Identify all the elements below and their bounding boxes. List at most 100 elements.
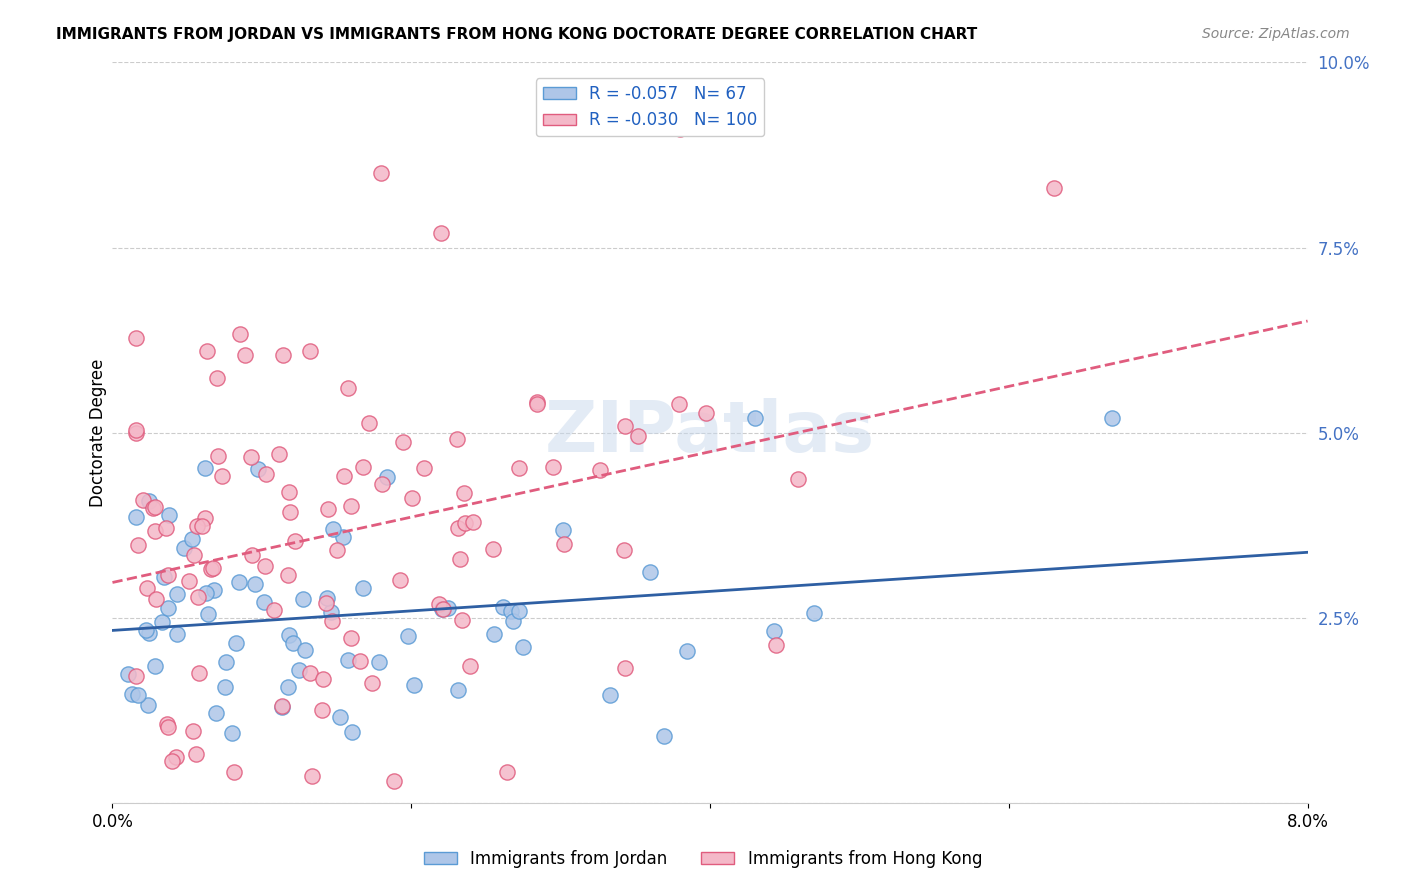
Immigrants from Hong Kong xyxy=(526,394,548,409)
Immigrants from Jordan xyxy=(125,510,148,524)
Immigrants from Hong Kong xyxy=(191,519,214,533)
Immigrants from Jordan xyxy=(638,565,661,579)
Immigrants from Jordan xyxy=(512,640,534,654)
Immigrants from Hong Kong xyxy=(668,397,690,411)
Immigrants from Hong Kong xyxy=(392,435,415,450)
Immigrants from Hong Kong xyxy=(614,660,637,674)
Immigrants from Jordan xyxy=(436,600,458,615)
Immigrants from Jordan xyxy=(173,541,195,556)
Immigrants from Hong Kong xyxy=(125,423,148,437)
Immigrants from Hong Kong xyxy=(254,467,277,481)
Immigrants from Hong Kong xyxy=(254,558,277,573)
Immigrants from Hong Kong xyxy=(318,501,340,516)
Immigrants from Hong Kong xyxy=(155,521,177,535)
Immigrants from Jordan xyxy=(138,626,160,640)
Immigrants from Jordan xyxy=(332,530,354,544)
Immigrants from Jordan xyxy=(181,533,204,547)
Immigrants from Hong Kong xyxy=(160,754,183,768)
Immigrants from Hong Kong xyxy=(145,591,167,606)
Immigrants from Hong Kong xyxy=(270,698,292,713)
Immigrants from Jordan xyxy=(1101,410,1123,425)
Immigrants from Jordan xyxy=(277,680,299,694)
Immigrants from Hong Kong xyxy=(461,515,484,529)
Immigrants from Jordan xyxy=(121,687,143,701)
Immigrants from Hong Kong xyxy=(239,450,262,464)
Immigrants from Hong Kong xyxy=(786,472,808,486)
Immigrants from Hong Kong xyxy=(401,491,423,506)
Immigrants from Jordan xyxy=(508,604,530,618)
Immigrants from Jordan xyxy=(271,700,294,714)
Immigrants from Jordan xyxy=(803,606,825,620)
Immigrants from Jordan xyxy=(215,655,238,669)
Immigrants from Hong Kong xyxy=(613,419,636,434)
Immigrants from Hong Kong xyxy=(269,447,291,461)
Immigrants from Hong Kong xyxy=(136,581,159,595)
Immigrants from Jordan xyxy=(329,710,352,724)
Immigrants from Jordan xyxy=(225,636,247,650)
Immigrants from Jordan xyxy=(396,629,419,643)
Immigrants from Hong Kong xyxy=(321,614,343,628)
Immigrants from Hong Kong xyxy=(284,533,307,548)
Immigrants from Hong Kong xyxy=(211,469,233,483)
Immigrants from Hong Kong xyxy=(143,500,166,514)
Immigrants from Hong Kong xyxy=(613,543,636,558)
Immigrants from Hong Kong xyxy=(125,669,148,683)
Immigrants from Hong Kong xyxy=(508,461,530,475)
Immigrants from Jordan xyxy=(150,615,173,630)
Immigrants from Hong Kong xyxy=(205,371,228,385)
Immigrants from Hong Kong xyxy=(481,542,503,557)
Immigrants from Hong Kong xyxy=(765,639,787,653)
Immigrants from Hong Kong xyxy=(447,521,470,535)
Immigrants from Hong Kong xyxy=(427,597,450,611)
Immigrants from Jordan xyxy=(136,698,159,713)
Immigrants from Hong Kong xyxy=(127,539,149,553)
Immigrants from Jordan xyxy=(367,655,389,669)
Immigrants from Jordan xyxy=(197,607,219,622)
Immigrants from Jordan xyxy=(432,602,454,616)
Immigrants from Hong Kong xyxy=(430,226,453,240)
Immigrants from Hong Kong xyxy=(337,381,360,395)
Immigrants from Jordan xyxy=(194,460,217,475)
Immigrants from Jordan xyxy=(316,591,339,605)
Immigrants from Hong Kong xyxy=(301,769,323,783)
Immigrants from Hong Kong xyxy=(124,331,146,345)
Immigrants from Jordan xyxy=(281,636,304,650)
Immigrants from Jordan xyxy=(352,581,374,595)
Immigrants from Jordan xyxy=(127,688,149,702)
Immigrants from Jordan xyxy=(502,614,524,628)
Immigrants from Jordan xyxy=(253,595,276,609)
Immigrants from Hong Kong xyxy=(233,348,256,362)
Immigrants from Jordan xyxy=(744,410,766,425)
Immigrants from Hong Kong xyxy=(277,484,299,499)
Immigrants from Hong Kong xyxy=(277,567,299,582)
Immigrants from Jordan xyxy=(404,678,426,692)
Immigrants from Jordan xyxy=(482,627,505,641)
Immigrants from Hong Kong xyxy=(413,461,436,475)
Immigrants from Jordan xyxy=(375,469,398,483)
Immigrants from Hong Kong xyxy=(526,397,548,411)
Immigrants from Hong Kong xyxy=(278,505,301,519)
Immigrants from Jordan xyxy=(599,688,621,702)
Legend: Immigrants from Jordan, Immigrants from Hong Kong: Immigrants from Jordan, Immigrants from … xyxy=(418,844,988,875)
Immigrants from Hong Kong xyxy=(352,459,374,474)
Immigrants from Hong Kong xyxy=(194,511,217,525)
Immigrants from Hong Kong xyxy=(143,524,166,538)
Immigrants from Jordan xyxy=(166,627,188,641)
Text: Source: ZipAtlas.com: Source: ZipAtlas.com xyxy=(1202,27,1350,41)
Immigrants from Hong Kong xyxy=(627,429,650,443)
Immigrants from Jordan xyxy=(214,680,236,694)
Immigrants from Hong Kong xyxy=(669,122,692,136)
Immigrants from Jordan xyxy=(492,600,515,615)
Immigrants from Hong Kong xyxy=(200,562,222,576)
Immigrants from Hong Kong xyxy=(695,406,717,420)
Immigrants from Hong Kong xyxy=(240,548,263,562)
Immigrants from Hong Kong xyxy=(187,666,209,681)
Immigrants from Jordan xyxy=(277,628,299,642)
Immigrants from Jordan xyxy=(153,570,176,584)
Immigrants from Hong Kong xyxy=(382,773,405,788)
Immigrants from Hong Kong xyxy=(177,574,200,589)
Immigrants from Jordan xyxy=(138,493,160,508)
Immigrants from Jordan xyxy=(551,524,574,538)
Immigrants from Jordan xyxy=(202,582,225,597)
Immigrants from Hong Kong xyxy=(454,516,477,531)
